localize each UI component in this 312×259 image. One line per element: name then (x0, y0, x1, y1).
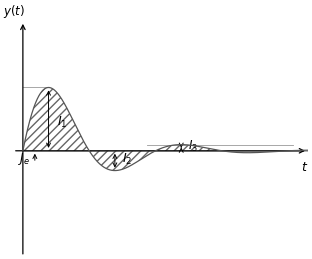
Text: $t$: $t$ (301, 161, 309, 174)
Text: $I_3$: $I_3$ (188, 139, 198, 154)
Text: $I_1$: $I_1$ (57, 115, 67, 130)
Text: $I_2$: $I_2$ (122, 152, 132, 167)
Text: $J_e$: $J_e$ (18, 151, 31, 167)
Text: $y(t)$: $y(t)$ (3, 3, 25, 20)
